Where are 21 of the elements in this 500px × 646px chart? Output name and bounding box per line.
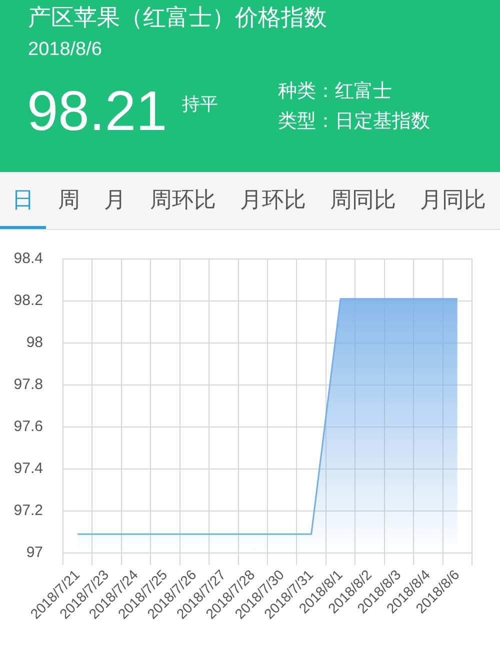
text: 月 — [103, 186, 127, 214]
text: 98.21 — [27, 79, 168, 142]
text: 日 — [0, 172, 46, 229]
y-tick-label: 97.6 — [14, 418, 43, 436]
y-tick-label: 97 — [26, 544, 43, 562]
y-tick-label: 97.8 — [14, 376, 43, 394]
text: 月同比 — [419, 186, 487, 214]
y-tick-label: 98.4 — [14, 250, 43, 268]
text: 周同比 — [329, 186, 397, 214]
y-tick-label: 97.2 — [14, 502, 43, 520]
chart-title: 产区苹果（红富士）价格指数 — [28, 4, 327, 30]
text: 类型：日定基指数 — [278, 111, 430, 132]
text: 持平 — [182, 94, 218, 114]
text: 种类：红富士 — [278, 81, 392, 102]
chart-subtitle: 2018/8/6 — [28, 39, 102, 60]
y-tick-label: 97.4 — [14, 460, 43, 478]
text: 周 — [57, 186, 81, 214]
y-tick-label: 98.2 — [14, 292, 43, 310]
y-tick-label: 98 — [26, 334, 43, 352]
text: 月环比 — [239, 186, 307, 214]
text: 周环比 — [149, 186, 217, 214]
